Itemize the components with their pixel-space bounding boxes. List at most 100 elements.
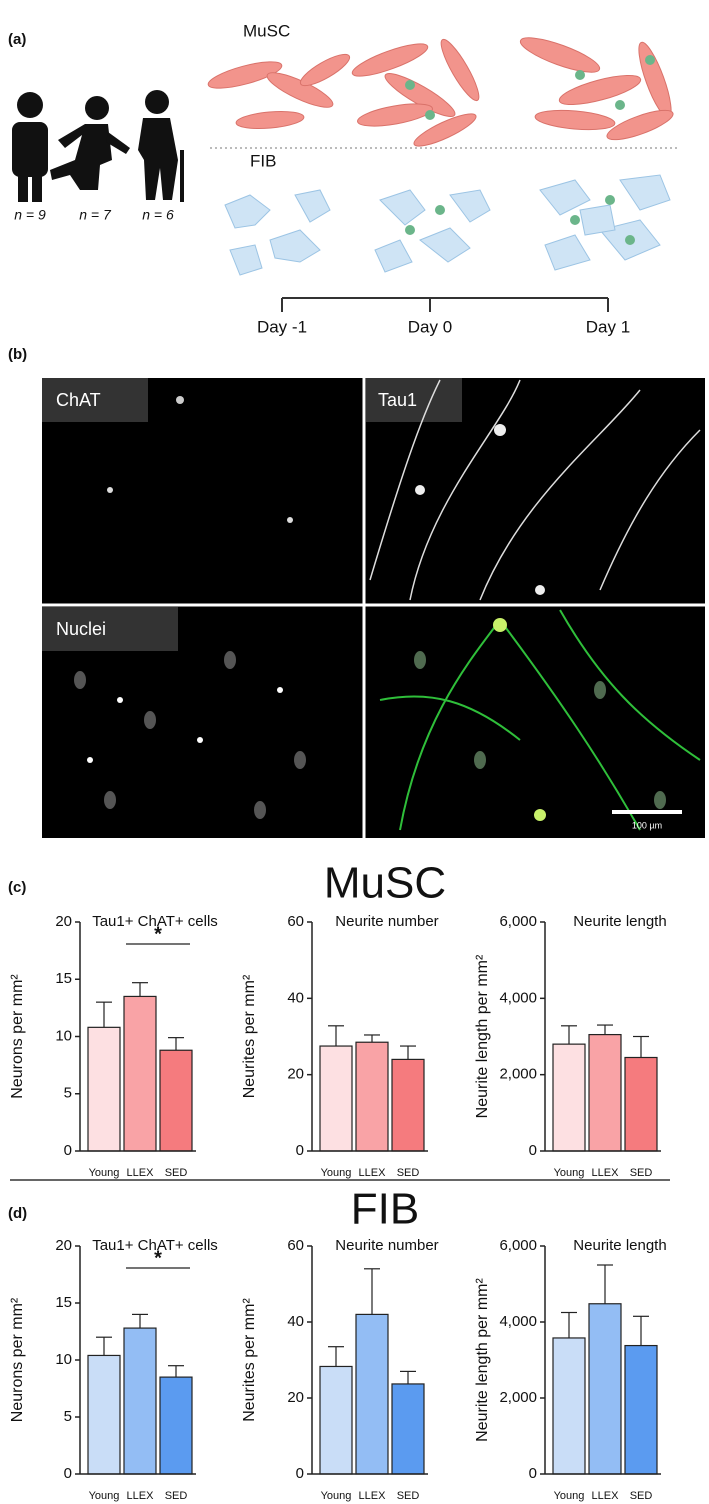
y-tick-label: 6,000 — [499, 1237, 537, 1254]
y-tick-label: 0 — [296, 1465, 304, 1482]
channel-label: ChAT — [56, 390, 101, 410]
x-tick-label: Young — [321, 1167, 352, 1179]
bar — [159, 1049, 193, 1152]
bar — [319, 1365, 353, 1475]
bar — [319, 1045, 353, 1152]
y-tick-label: 0 — [296, 1142, 304, 1159]
y-tick-label: 2,000 — [499, 1389, 537, 1406]
section-title: FIB — [351, 1185, 419, 1234]
x-tick-label: Young — [89, 1490, 120, 1502]
y-tick-label: 60 — [287, 913, 304, 930]
cohort-label: n = 9 — [14, 207, 46, 223]
bar — [87, 1354, 121, 1475]
x-tick-label: LLEX — [359, 1167, 387, 1179]
bar — [588, 1303, 622, 1475]
y-tick-label: 2,000 — [499, 1066, 537, 1083]
y-tick-label: 20 — [287, 1066, 304, 1083]
y-tick-label: 10 — [55, 1027, 72, 1044]
bar — [87, 1026, 121, 1152]
y-axis-label: Neurite length per mm² — [474, 954, 491, 1118]
bar — [123, 995, 157, 1152]
x-tick-label: Young — [554, 1490, 585, 1502]
timeline — [281, 297, 609, 312]
y-tick-label: 4,000 — [499, 1313, 537, 1330]
bar — [588, 1033, 622, 1152]
y-tick-label: 20 — [55, 913, 72, 930]
y-tick-label: 40 — [287, 1313, 304, 1330]
panel-label: (b) — [8, 346, 27, 363]
y-axis-label: Neurons per mm² — [9, 974, 26, 1099]
day-label: Day 0 — [408, 317, 452, 336]
y-tick-label: 0 — [529, 1142, 537, 1159]
channel-label: Tau1 — [378, 390, 417, 410]
y-tick-label: 40 — [287, 989, 304, 1006]
x-tick-label: SED — [630, 1490, 653, 1502]
y-tick-label: 5 — [64, 1408, 72, 1425]
x-tick-label: LLEX — [359, 1490, 387, 1502]
y-axis-label: Neurite length per mm² — [474, 1278, 491, 1442]
y-tick-label: 5 — [64, 1085, 72, 1102]
channel-label: Nuclei — [56, 619, 106, 639]
x-tick-label: LLEX — [592, 1167, 620, 1179]
bar — [624, 1056, 658, 1152]
y-tick-label: 60 — [287, 1237, 304, 1254]
cohort-label: n = 6 — [142, 207, 174, 223]
x-tick-label: LLEX — [592, 1490, 620, 1502]
muscle-cells — [207, 37, 674, 147]
scale-bar-label: 100 µm — [632, 820, 662, 830]
row-label: FIB — [250, 151, 276, 170]
panel-label: (c) — [8, 879, 26, 896]
y-axis-label: Neurites per mm² — [241, 1298, 258, 1422]
x-tick-label: SED — [165, 1490, 188, 1502]
y-tick-label: 0 — [529, 1465, 537, 1482]
bar — [552, 1043, 586, 1152]
chart-title: Tau1+ ChAT+ cells — [92, 913, 218, 930]
x-tick-label: LLEX — [127, 1490, 155, 1502]
bar — [624, 1344, 658, 1475]
x-tick-label: Young — [89, 1167, 120, 1179]
panel-label: (d) — [8, 1205, 27, 1222]
y-axis-label: Neurites per mm² — [241, 974, 258, 1098]
significance-label: * — [154, 923, 162, 945]
chart-title: Neurite length — [573, 1237, 666, 1254]
day-label: Day 1 — [586, 317, 630, 336]
bar — [355, 1313, 389, 1475]
bar — [123, 1327, 157, 1475]
y-tick-label: 0 — [64, 1465, 72, 1482]
y-tick-label: 20 — [287, 1389, 304, 1406]
panel-label: (a) — [8, 31, 26, 48]
y-axis-label: Neurons per mm² — [9, 1297, 26, 1422]
row-label: MuSC — [243, 21, 290, 40]
bar — [391, 1383, 425, 1475]
people-icons — [12, 90, 184, 202]
section-title: MuSC — [324, 859, 446, 908]
chart-title: Neurite length — [573, 913, 666, 930]
chart-title: Tau1+ ChAT+ cells — [92, 1237, 218, 1254]
day-label: Day -1 — [257, 317, 307, 336]
x-tick-label: SED — [397, 1167, 420, 1179]
x-tick-label: Young — [554, 1167, 585, 1179]
chart-title: Neurite number — [335, 913, 438, 930]
bar — [355, 1041, 389, 1152]
y-tick-label: 15 — [55, 970, 72, 987]
x-tick-label: SED — [165, 1167, 188, 1179]
bar — [391, 1058, 425, 1152]
y-tick-label: 0 — [64, 1142, 72, 1159]
cohort-label: n = 7 — [79, 207, 112, 223]
y-tick-label: 20 — [55, 1237, 72, 1254]
y-tick-label: 6,000 — [499, 913, 537, 930]
bar — [552, 1337, 586, 1475]
bar — [159, 1376, 193, 1475]
y-tick-label: 15 — [55, 1294, 72, 1311]
fibroblast-cells — [224, 174, 671, 276]
x-tick-label: LLEX — [127, 1167, 155, 1179]
y-tick-label: 4,000 — [499, 989, 537, 1006]
significance-label: * — [154, 1247, 162, 1269]
x-tick-label: Young — [321, 1490, 352, 1502]
chart-title: Neurite number — [335, 1237, 438, 1254]
x-tick-label: SED — [630, 1167, 653, 1179]
y-tick-label: 10 — [55, 1351, 72, 1368]
x-tick-label: SED — [397, 1490, 420, 1502]
micrographs — [42, 378, 705, 838]
